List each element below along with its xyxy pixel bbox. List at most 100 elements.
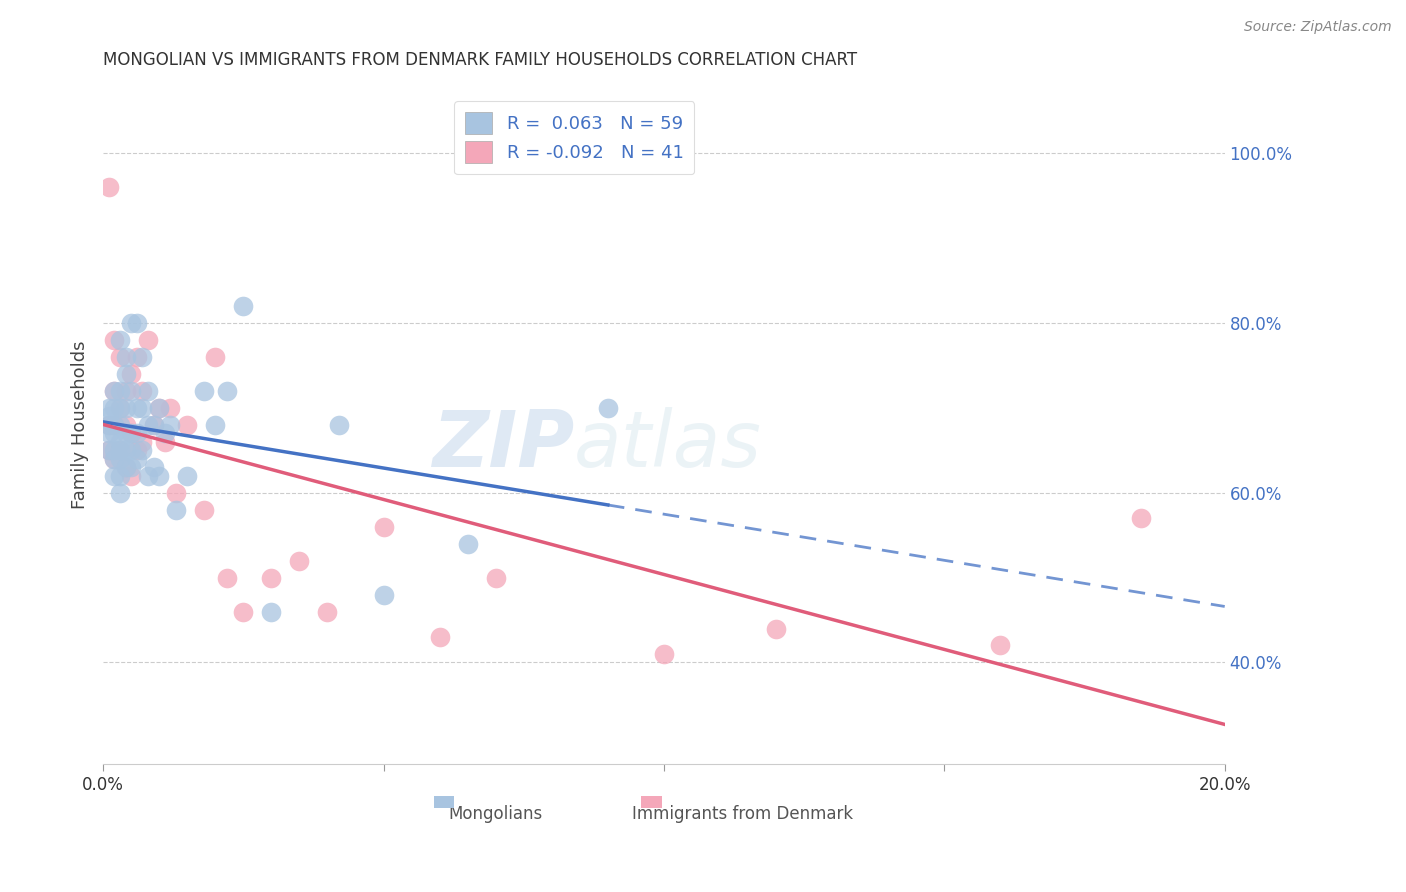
Point [193, 502, 215, 516]
Point [176, 417, 198, 432]
Point [108, 384, 131, 398]
Point [108, 443, 131, 458]
Point [204, 417, 226, 432]
Point [114, 426, 136, 441]
Point [108, 401, 131, 415]
Point [765, 622, 787, 636]
Text: Source: ZipAtlas.com: Source: ZipAtlas.com [1244, 20, 1392, 34]
Point [260, 571, 283, 585]
Point [148, 468, 170, 483]
Point [204, 350, 226, 364]
Point [131, 443, 153, 458]
Point [990, 639, 1012, 653]
Point [328, 417, 350, 432]
Point [457, 536, 479, 550]
Point [136, 417, 159, 432]
Point [120, 426, 142, 441]
Point [103, 443, 125, 458]
Point [125, 426, 148, 441]
Point [108, 350, 131, 364]
Point [136, 384, 159, 398]
Point [159, 401, 181, 415]
Point [429, 630, 451, 644]
Point [193, 384, 215, 398]
Point [120, 367, 142, 381]
Text: atlas: atlas [574, 408, 762, 483]
Text: Mongolians: Mongolians [449, 805, 543, 823]
Legend: R =  0.063   N = 59, R = -0.092   N = 41: R = 0.063 N = 59, R = -0.092 N = 41 [454, 102, 695, 174]
Point [114, 401, 136, 415]
FancyBboxPatch shape [641, 797, 662, 808]
Point [103, 384, 125, 398]
Point [373, 588, 395, 602]
Point [108, 417, 131, 432]
Point [97, 180, 120, 194]
Point [596, 401, 619, 415]
Point [232, 605, 254, 619]
Point [120, 443, 142, 458]
Point [114, 350, 136, 364]
Point [1129, 511, 1152, 525]
Point [97, 417, 120, 432]
Point [485, 571, 508, 585]
Point [159, 417, 181, 432]
Text: MONGOLIAN VS IMMIGRANTS FROM DENMARK FAMILY HOUSEHOLDS CORRELATION CHART: MONGOLIAN VS IMMIGRANTS FROM DENMARK FAM… [103, 51, 858, 69]
Point [114, 367, 136, 381]
Point [232, 299, 254, 313]
Text: ZIP: ZIP [432, 408, 574, 483]
Point [103, 417, 125, 432]
Point [288, 554, 311, 568]
Text: Immigrants from Denmark: Immigrants from Denmark [631, 805, 853, 823]
Point [97, 426, 120, 441]
Point [125, 316, 148, 330]
Point [120, 460, 142, 475]
Point [142, 417, 165, 432]
Point [316, 605, 339, 619]
Point [108, 468, 131, 483]
Point [142, 460, 165, 475]
Point [120, 468, 142, 483]
Point [373, 519, 395, 533]
Point [114, 384, 136, 398]
FancyBboxPatch shape [434, 797, 454, 808]
Point [97, 417, 120, 432]
Point [131, 384, 153, 398]
Point [131, 434, 153, 449]
Point [114, 417, 136, 432]
Point [103, 417, 125, 432]
Point [215, 571, 238, 585]
Point [136, 468, 159, 483]
Point [148, 401, 170, 415]
Point [108, 443, 131, 458]
Point [125, 401, 148, 415]
Point [103, 468, 125, 483]
Point [114, 460, 136, 475]
Point [103, 401, 125, 415]
Point [108, 401, 131, 415]
Point [97, 443, 120, 458]
Point [120, 316, 142, 330]
Point [131, 401, 153, 415]
Point [125, 451, 148, 466]
Point [97, 401, 120, 415]
Point [142, 417, 165, 432]
Point [120, 384, 142, 398]
Point [125, 350, 148, 364]
Point [108, 451, 131, 466]
Point [153, 426, 176, 441]
Point [176, 468, 198, 483]
Point [103, 451, 125, 466]
Point [103, 451, 125, 466]
Point [120, 426, 142, 441]
Point [97, 409, 120, 424]
Point [165, 502, 187, 516]
Point [260, 605, 283, 619]
Point [153, 434, 176, 449]
Y-axis label: Family Households: Family Households [72, 341, 89, 509]
Point [108, 485, 131, 500]
Point [114, 443, 136, 458]
Point [103, 333, 125, 347]
Point [114, 460, 136, 475]
Point [165, 485, 187, 500]
Point [125, 443, 148, 458]
